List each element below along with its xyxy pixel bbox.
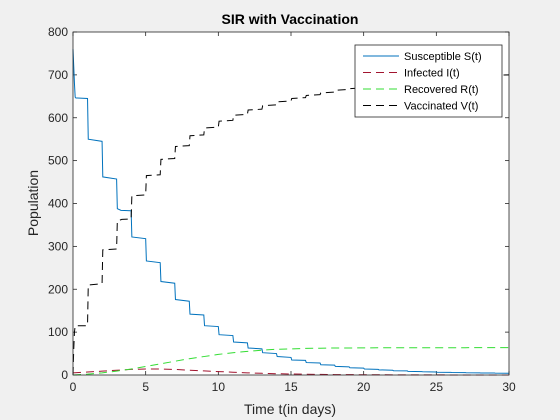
y-tick-label: 500 xyxy=(48,154,68,168)
x-tick-label: 20 xyxy=(357,380,371,394)
y-tick-label: 200 xyxy=(48,282,68,296)
legend-entry-label: Recovered R(t) xyxy=(404,84,479,96)
x-tick-label: 10 xyxy=(212,380,226,394)
x-tick-label: 25 xyxy=(430,380,444,394)
y-tick-label: 0 xyxy=(61,368,68,382)
chart-title: SIR with Vaccination xyxy=(222,11,359,27)
x-axis-label: Time t(in days) xyxy=(244,401,336,417)
y-tick-label: 700 xyxy=(48,68,68,82)
y-tick-label: 100 xyxy=(48,325,68,339)
series-line-1 xyxy=(72,49,510,374)
legend-entry-label: Vaccinated V(t) xyxy=(404,101,478,113)
y-axis-label: Population xyxy=(25,170,41,236)
series-line-2 xyxy=(72,368,509,376)
legend-entry-label: Infected I(t) xyxy=(404,68,460,80)
y-tick-label: 600 xyxy=(48,111,68,125)
x-tick-labels: 0 5 10 15 20 25 30 xyxy=(70,380,516,394)
legend: Susceptible S(t) Infected I(t) Recovered R… xyxy=(354,44,503,118)
legend-entry-label: Susceptible S(t) xyxy=(404,51,482,63)
x-tick-label: 15 xyxy=(284,380,298,394)
series-line-3 xyxy=(72,347,509,376)
x-tick-label: 5 xyxy=(142,380,149,394)
x-tick-label: 0 xyxy=(70,380,77,394)
y-tick-label: 800 xyxy=(48,25,68,39)
x-tick-label: 30 xyxy=(502,380,516,394)
y-tick-label: 300 xyxy=(48,239,68,253)
y-tick-labels: 0 100 200 300 400 500 600 700 800 xyxy=(48,25,68,382)
y-tick-label: 400 xyxy=(48,197,68,211)
plot-border xyxy=(72,31,510,376)
